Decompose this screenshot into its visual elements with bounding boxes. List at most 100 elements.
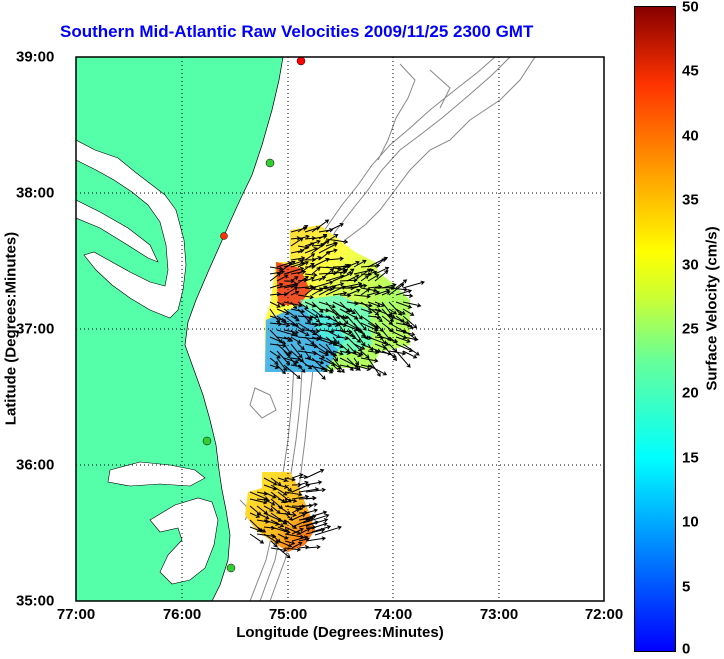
- colorbar: [634, 6, 676, 652]
- velocity-arrow: [277, 519, 288, 524]
- velocity-arrow: [276, 274, 289, 282]
- velocity-arrow: [402, 322, 414, 329]
- velocity-arrow: [395, 289, 413, 296]
- velocity-arrow: [304, 286, 317, 296]
- velocity-arrow: [325, 223, 344, 233]
- velocity-arrow: [305, 495, 317, 501]
- colorbar-tick-label: 25: [682, 320, 699, 338]
- y-tick-label: 36:00: [16, 456, 55, 474]
- velocity-arrow: [311, 364, 326, 380]
- velocity-arrow: [291, 494, 310, 500]
- velocity-arrow: [291, 508, 300, 514]
- velocity-arrow: [304, 315, 313, 321]
- velocity-arrow: [346, 329, 355, 338]
- velocity-arrow: [402, 293, 414, 298]
- velocity-arrow: [297, 343, 305, 351]
- x-tick-label: 76:00: [162, 606, 202, 623]
- x-tick-label: 77:00: [56, 606, 96, 623]
- velocity-arrow: [395, 315, 405, 323]
- velocity-arrow: [270, 540, 278, 548]
- velocity-arrow: [346, 268, 355, 275]
- colorbar-tick-label: 20: [682, 384, 699, 402]
- velocity-arrow: [402, 308, 415, 316]
- colorbar-tick-label: 5: [682, 578, 691, 596]
- velocity-arrow: [291, 483, 311, 493]
- velocity-arrow: [325, 282, 345, 289]
- velocity-arrow: [308, 522, 328, 530]
- velocity-arrow: [346, 288, 361, 296]
- velocity-arrow: [269, 350, 281, 359]
- velocity-arrow: [249, 533, 265, 544]
- velocity-arrow: [297, 262, 315, 275]
- velocity-arrow: [367, 357, 381, 377]
- velocity-arrow: [318, 285, 337, 296]
- velocity-arrow: [304, 308, 319, 318]
- velocity-arrow: [353, 268, 372, 282]
- velocity-arrow: [388, 287, 408, 292]
- albemarle-sound: [107, 461, 206, 487]
- velocity-arrow: [332, 336, 340, 345]
- velocity-arrow: [297, 329, 310, 337]
- velocity-arrow: [374, 315, 383, 322]
- velocity-arrow: [249, 526, 262, 533]
- velocity-arrow: [291, 527, 304, 535]
- colorbar-tick-label: 15: [682, 449, 699, 467]
- velocity-arrow: [346, 350, 362, 358]
- velocity-arrow: [353, 259, 367, 268]
- velocity-arrow: [283, 343, 292, 355]
- velocity-arrow: [291, 473, 304, 479]
- velocity-arrow: [277, 540, 293, 548]
- velocity-arrow: [277, 533, 289, 540]
- velocity-arrow: [263, 533, 279, 544]
- velocity-arrow: [318, 242, 338, 254]
- velocity-arrow: [395, 336, 411, 343]
- velocity-arrow: [291, 542, 303, 549]
- velocity-arrow: [346, 308, 356, 315]
- velocity-arrow: [283, 350, 297, 366]
- velocity-arrow: [311, 336, 334, 345]
- velocity-arrow: [276, 260, 296, 275]
- velocity-arrow: [290, 336, 302, 344]
- velocity-arrow: [353, 350, 364, 356]
- y-tick-label: 39:00: [16, 48, 55, 66]
- velocity-arrow: [346, 364, 354, 371]
- velocity-arrow: [256, 512, 270, 520]
- colorbar-tick-label: 40: [682, 127, 699, 145]
- velocity-arrow: [314, 525, 342, 536]
- velocity-arrow: [290, 290, 300, 296]
- velocity-arrow: [284, 526, 302, 535]
- pamlico-sound: [149, 497, 219, 585]
- velocity-arrow: [297, 301, 309, 310]
- velocity-arrow: [360, 288, 371, 296]
- velocity-arrow: [353, 315, 367, 331]
- x-tick-label: 72:00: [584, 606, 624, 623]
- station-marker: [220, 232, 228, 240]
- velocity-arrow: [374, 270, 389, 282]
- station-marker: [226, 563, 236, 573]
- y-axis-label: Latitude (Degrees:Minutes): [2, 231, 20, 426]
- velocity-arrow: [353, 357, 360, 366]
- velocity-arrow: [353, 301, 373, 308]
- velocity-arrow: [284, 519, 297, 529]
- velocity-arrow: [325, 329, 341, 339]
- velocity-arrow: [402, 336, 419, 342]
- velocity-arrow: [339, 336, 349, 341]
- velocity-arrow: [297, 364, 306, 373]
- velocity-arrow: [353, 294, 371, 299]
- colorbar-gradient: [635, 7, 675, 651]
- colorbar-tick-label: 10: [682, 513, 699, 531]
- velocity-arrow: [270, 484, 288, 496]
- velocity-arrow: [332, 364, 342, 373]
- velocity-arrow: [290, 322, 306, 332]
- velocity-arrow: [305, 508, 319, 514]
- velocity-vectors: [249, 219, 425, 559]
- velocity-arrow: [276, 261, 293, 268]
- velocity-arrow: [353, 336, 362, 343]
- velocity-arrow: [291, 513, 307, 521]
- velocity-arrow: [305, 487, 326, 493]
- velocity-arrow: [367, 274, 380, 282]
- velocity-arrow: [388, 301, 403, 316]
- velocity-arrow: [311, 285, 328, 296]
- station-marker: [265, 158, 275, 168]
- velocity-arrow: [374, 258, 386, 268]
